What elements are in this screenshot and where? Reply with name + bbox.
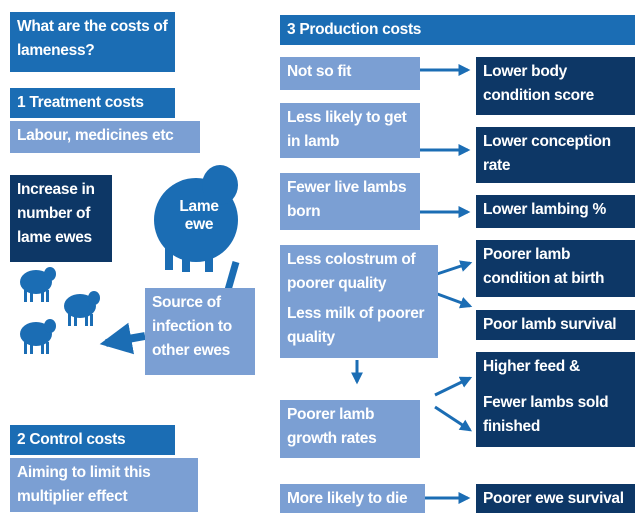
effect: Poor lamb survival [476,310,635,340]
effect: Lower body condition score [476,57,635,115]
increase-box: Increase in number of lame ewes [10,175,112,262]
treatment-detail: Labour, medicines etc [10,121,200,153]
effect: Lower conception rate [476,127,635,183]
effect: Poorer ewe survival [476,484,635,513]
effect-box: Higher feed & Fewer lambs sold finished [476,352,635,447]
control-heading: 2 Control costs [10,425,175,455]
cause: Less likely to get in lamb [280,103,420,158]
cause: Poorer lamb growth rates [280,400,420,458]
sheep-icon [64,291,100,326]
effect: Higher feed & [483,355,628,379]
cause: Fewer live lambs born [280,173,420,230]
sheep-icon [20,319,56,354]
cause-box: Less colostrum of poorer quality Less mi… [280,245,438,358]
cause: Not so fit [280,57,420,90]
cause: Less milk of poorer quality [287,302,431,350]
cause: Less colostrum of poorer quality [287,248,431,296]
intro-title: What are the costs of lameness? [10,12,175,72]
production-heading: 3 Production costs [280,15,635,45]
sheep-icon [20,267,56,302]
effect: Lower lambing % [476,195,635,228]
control-detail: Aiming to limit this multiplier effect [10,458,198,512]
lame-ewe-label: Lame ewe [178,198,220,234]
treatment-heading: 1 Treatment costs [10,88,175,118]
source-box: Source of infection to other ewes [145,288,255,375]
cause: More likely to die [280,484,425,513]
effect: Fewer lambs sold finished [483,391,628,439]
effect: Poorer lamb condition at birth [476,240,635,297]
diagram: What are the costs of lameness? 1 Treatm… [0,0,635,513]
lame-leg [228,262,236,290]
